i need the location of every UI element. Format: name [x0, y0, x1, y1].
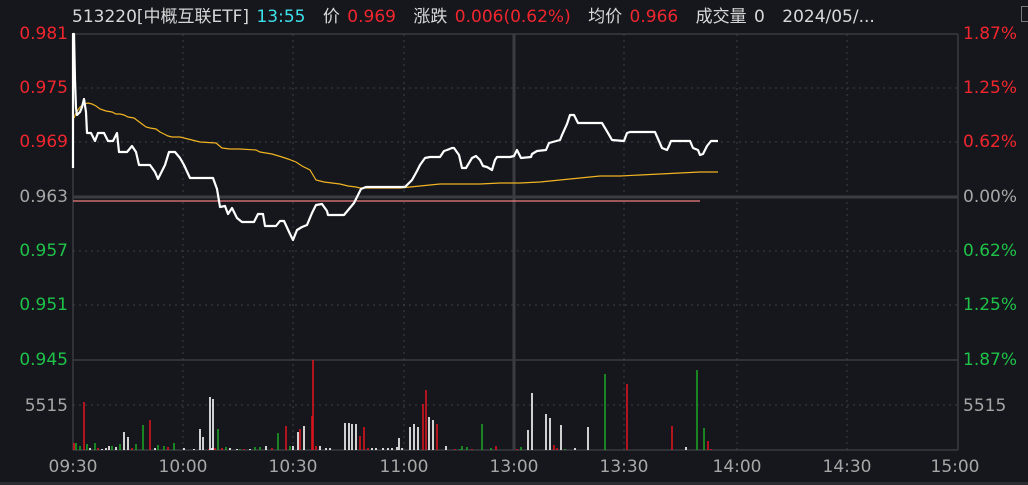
- x-label-1030: 10:30: [268, 457, 318, 477]
- chart-frame: [72, 33, 959, 451]
- x-label-1000: 10:00: [158, 457, 208, 477]
- avg-value: 0.966: [629, 7, 679, 27]
- y-right-label-5: 1.25%: [963, 295, 1018, 315]
- quote-header: 513220[中概互联ETF] 13:55 价 0.969 涨跌 0.006(0…: [72, 4, 877, 30]
- y-left-label-4: 0.957: [19, 241, 68, 261]
- x-label-1100: 11:00: [379, 457, 429, 477]
- avg-label: 均价: [588, 7, 623, 27]
- y-right-label-2: 0.62%: [963, 132, 1018, 152]
- x-label-1500: 15:00: [930, 457, 980, 477]
- x-label-0930: 09:30: [48, 457, 98, 477]
- change-value: 0.006(0.62%): [454, 7, 571, 27]
- x-label-1300: 13:00: [489, 457, 539, 477]
- y-left-label-6: 0.945: [19, 350, 68, 370]
- change-label: 涨跌: [413, 7, 448, 27]
- x-label-1400: 14:00: [712, 457, 762, 477]
- x-label-1330: 13:30: [599, 457, 649, 477]
- y-right-label-4: 0.62%: [963, 241, 1018, 261]
- y-right-label-0: 1.87%: [963, 24, 1018, 44]
- price-label: 价: [322, 7, 340, 27]
- volume-right-label: 5515: [963, 396, 1007, 416]
- volume-value: 0: [754, 7, 765, 27]
- panel-tab-handle[interactable]: [1021, 6, 1028, 22]
- y-right-label-3: 0.00%: [963, 187, 1018, 207]
- avg-price-line: [73, 102, 718, 189]
- y-right-label-1: 1.25%: [963, 78, 1018, 98]
- y-left-label-3: 0.963: [19, 187, 68, 207]
- y-right-label-6: 1.87%: [963, 350, 1018, 370]
- y-left-label-1: 0.975: [19, 78, 68, 98]
- volume-label: 成交量: [695, 7, 747, 27]
- date-value: 2024/05/...: [782, 7, 875, 27]
- volume-bars: [73, 360, 712, 450]
- security-name: 513220[中概互联ETF]: [72, 7, 250, 27]
- y-left-label-0: 0.981: [19, 24, 68, 44]
- x-label-1430: 14:30: [822, 457, 872, 477]
- price-line: [71, 32, 718, 242]
- current-time: 13:55: [256, 7, 306, 27]
- price-value: 0.969: [347, 7, 396, 27]
- bottom-scrollbar[interactable]: [0, 482, 1028, 485]
- volume-left-label: 5515: [24, 396, 68, 416]
- y-left-label-2: 0.969: [19, 132, 68, 152]
- y-left-label-5: 0.951: [19, 295, 68, 315]
